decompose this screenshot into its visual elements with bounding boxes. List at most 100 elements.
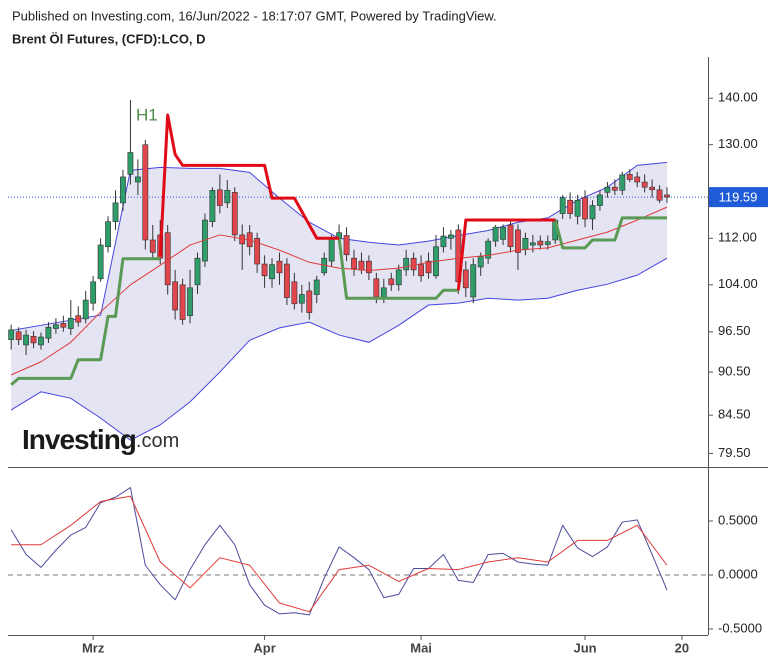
instrument-title: Brent Öl Futures, (CFD):LCO, D bbox=[12, 31, 206, 46]
candle-body bbox=[447, 234, 454, 239]
candle-body bbox=[209, 189, 216, 222]
series-line bbox=[456, 218, 556, 291]
y-tick-label: 84.50 bbox=[718, 407, 751, 422]
candle-body bbox=[112, 202, 119, 222]
candle-body bbox=[559, 197, 566, 214]
candle-body bbox=[626, 174, 633, 180]
candle-body bbox=[313, 279, 320, 295]
series-line bbox=[10, 257, 161, 386]
candle-body bbox=[619, 174, 626, 191]
candle-body bbox=[567, 199, 574, 214]
y-tick-label: 0.0000 bbox=[718, 566, 758, 581]
y-tick-label: 79.50 bbox=[718, 445, 751, 460]
published-note: Published on Investing.com, 16/Jun/2022 … bbox=[12, 8, 497, 23]
y-tick-label: 0.5000 bbox=[718, 512, 758, 527]
candle-body bbox=[23, 334, 29, 346]
candle-body bbox=[604, 186, 611, 193]
candle-body bbox=[500, 226, 506, 240]
y-tick-label: 140.00 bbox=[718, 90, 758, 105]
candle-body bbox=[522, 237, 529, 250]
y-tick-label: 90.50 bbox=[718, 364, 751, 379]
series-line bbox=[10, 487, 668, 616]
last-price-tag bbox=[709, 187, 768, 208]
x-tick-label: Mai bbox=[410, 640, 432, 655]
x-tick-label: Mrz bbox=[82, 640, 105, 655]
candle-body bbox=[366, 260, 372, 274]
candle-body bbox=[641, 181, 648, 188]
candle-body bbox=[410, 257, 417, 271]
candle-body bbox=[358, 260, 365, 271]
logo-name: Investing bbox=[22, 424, 136, 455]
candle-body bbox=[589, 205, 596, 220]
candle-body bbox=[15, 331, 22, 340]
logo-suffix: .com bbox=[136, 430, 179, 452]
candle-body bbox=[611, 186, 618, 191]
candle-body bbox=[634, 176, 641, 183]
x-tick-label: Jun bbox=[573, 640, 596, 655]
candle-body bbox=[90, 281, 97, 304]
candle-body bbox=[231, 192, 238, 236]
candle-body bbox=[425, 260, 432, 274]
x-tick-label: Apr bbox=[253, 640, 275, 655]
candle-body bbox=[388, 278, 395, 286]
y-tick-label: 104.00 bbox=[718, 276, 758, 291]
candle-body bbox=[485, 240, 492, 259]
series-line bbox=[337, 238, 459, 300]
series-line bbox=[10, 206, 668, 376]
candle-body bbox=[656, 189, 663, 201]
candle-body bbox=[306, 290, 313, 313]
candle-body bbox=[97, 244, 104, 280]
candle-body bbox=[492, 226, 499, 242]
candle-body bbox=[403, 257, 410, 271]
candle-body bbox=[343, 235, 350, 256]
candle-body bbox=[38, 336, 44, 346]
y-tick-label: -0.5000 bbox=[718, 620, 762, 635]
series-line bbox=[11, 495, 668, 613]
candle-body bbox=[254, 237, 261, 265]
candle-body bbox=[380, 287, 387, 298]
candle-body bbox=[544, 241, 551, 245]
under-layer bbox=[8, 100, 708, 616]
candle-body bbox=[142, 144, 149, 241]
candle-body bbox=[507, 224, 514, 248]
candle-body bbox=[134, 176, 141, 183]
candle-body bbox=[120, 176, 126, 204]
candle-body bbox=[328, 237, 335, 262]
candle-body bbox=[82, 299, 89, 320]
candle-body bbox=[224, 189, 231, 204]
candle-body bbox=[75, 315, 82, 323]
candle-body bbox=[149, 239, 156, 253]
y-tick-label: 112.00 bbox=[718, 230, 757, 245]
candle-body bbox=[127, 152, 134, 175]
candle-body bbox=[269, 264, 275, 280]
candle-body bbox=[276, 260, 283, 274]
candle-body bbox=[582, 197, 588, 220]
candle-body bbox=[574, 199, 581, 217]
candle-body bbox=[8, 329, 15, 340]
candle-body bbox=[45, 326, 52, 339]
candle-body bbox=[351, 257, 357, 270]
candle-body bbox=[440, 235, 447, 248]
candle-body bbox=[298, 294, 305, 304]
candle-body bbox=[179, 284, 186, 320]
y-tick-label: 130.00 bbox=[718, 136, 758, 151]
candle-body bbox=[67, 317, 74, 329]
logo: Investing.com bbox=[22, 424, 179, 455]
candle-body bbox=[373, 278, 380, 298]
candle-body bbox=[477, 256, 484, 268]
candle-body bbox=[216, 189, 223, 206]
candle-body bbox=[60, 323, 67, 328]
candle-body bbox=[172, 281, 179, 311]
candle-body bbox=[284, 263, 290, 298]
annotation: H1 bbox=[136, 105, 158, 124]
candle-body bbox=[52, 324, 59, 329]
last-price-label: 119.59 bbox=[719, 190, 758, 205]
candle-body bbox=[418, 264, 424, 277]
candle-body bbox=[30, 336, 37, 344]
x-tick-label: 20 bbox=[675, 640, 689, 655]
candle-body bbox=[649, 186, 656, 191]
candle-body bbox=[664, 194, 670, 198]
